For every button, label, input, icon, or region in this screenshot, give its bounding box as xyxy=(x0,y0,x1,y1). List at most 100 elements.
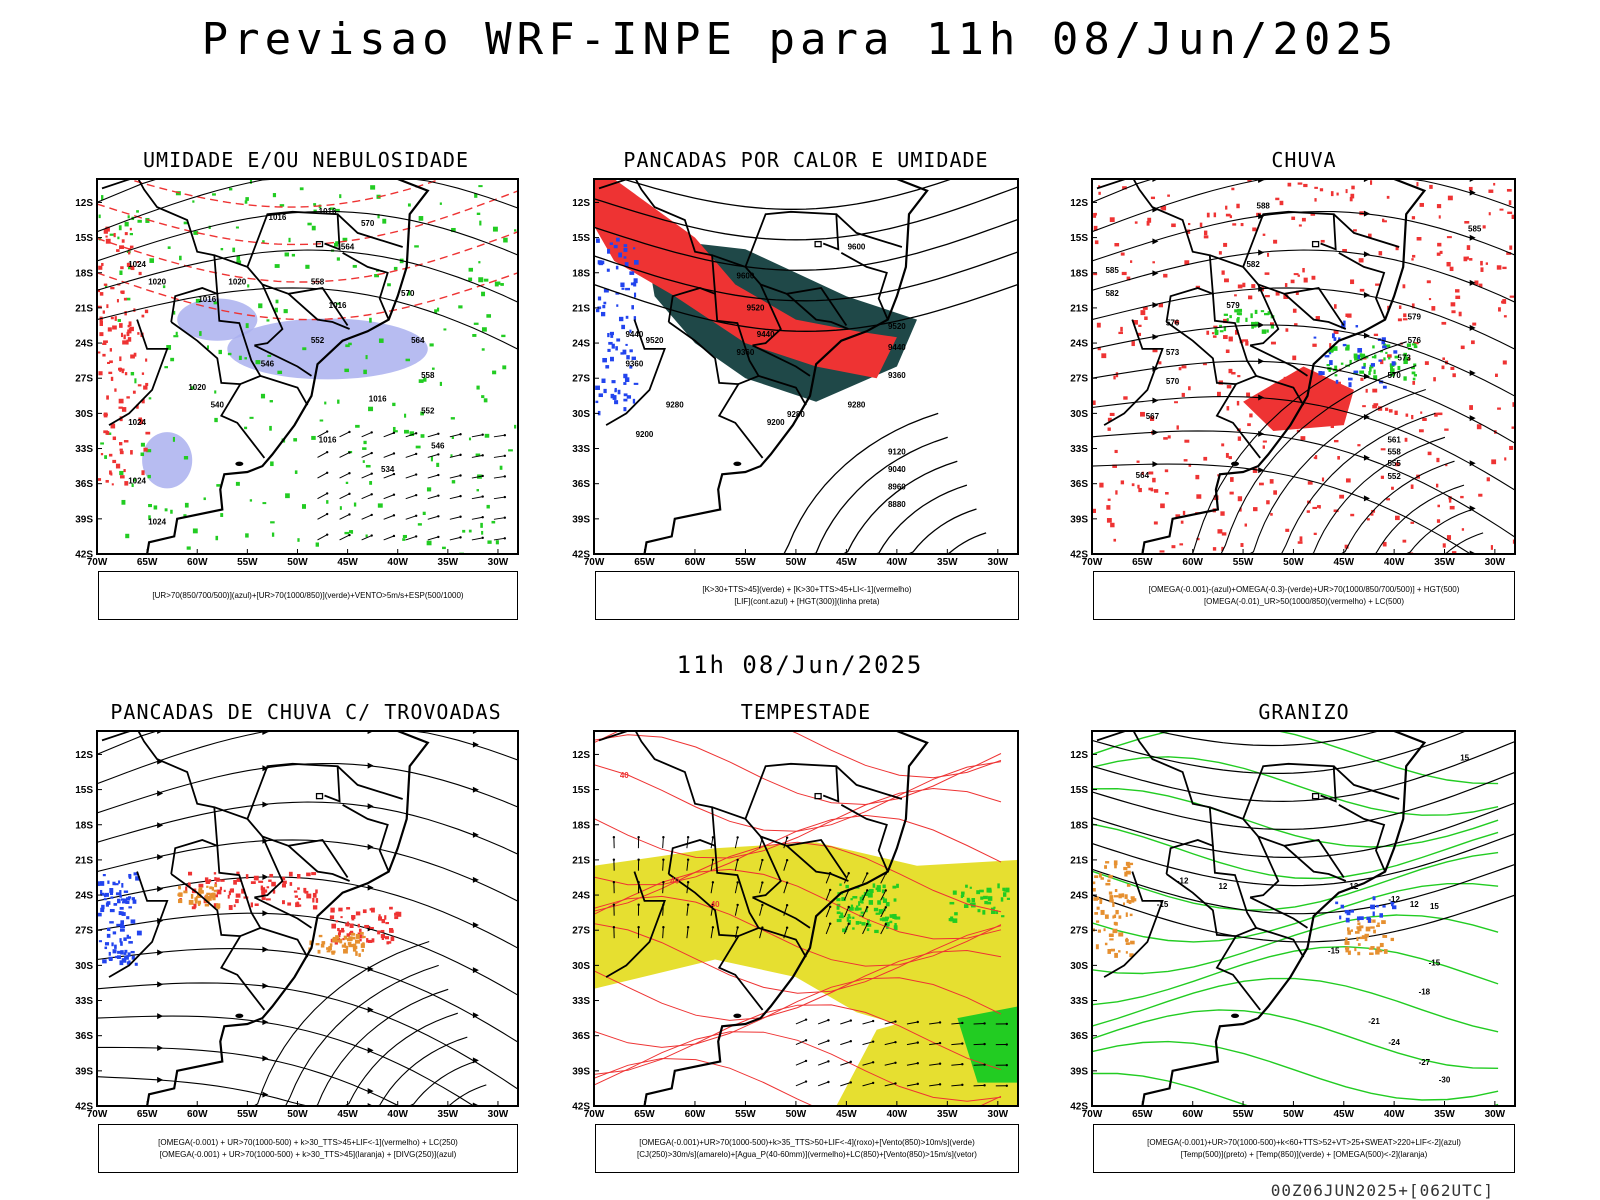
divergence-area xyxy=(127,896,132,899)
vector-head xyxy=(849,1060,852,1064)
rain-area xyxy=(1140,411,1145,417)
humidity-low-speck xyxy=(179,255,182,261)
humidity-low-speck xyxy=(245,533,249,538)
state-border xyxy=(1333,765,1400,800)
contour-label: 1020 xyxy=(228,277,246,286)
rain-area xyxy=(1439,250,1443,254)
lon-tick-label: 35W xyxy=(438,1109,459,1120)
coastline-east xyxy=(1141,179,1427,554)
wind-850-area xyxy=(859,896,865,901)
rain-area xyxy=(1206,330,1210,335)
humidity-low-speck xyxy=(167,246,171,249)
rain-area xyxy=(1512,539,1515,544)
rain-area xyxy=(1442,543,1446,548)
streamline-arrow xyxy=(1469,460,1476,467)
thickness-speck xyxy=(109,470,112,475)
vector-head xyxy=(847,872,850,875)
humidity-low-speck xyxy=(378,338,384,343)
humidity-low-speck xyxy=(393,430,398,433)
contour-label: 9280 xyxy=(848,401,866,410)
temp-500-contour xyxy=(1092,771,1515,831)
vector-head xyxy=(827,1039,830,1042)
thunderstorm-area xyxy=(265,898,271,901)
map-frame xyxy=(593,178,1019,555)
rain-strong-area xyxy=(1383,343,1386,346)
wind-vector xyxy=(662,859,664,871)
lifted-index-contour xyxy=(605,365,610,369)
contour-label: 9360 xyxy=(625,360,643,369)
height-contour xyxy=(594,251,1018,302)
divergence-area xyxy=(106,927,111,932)
rain-area xyxy=(1306,510,1310,513)
contour-label: 558 xyxy=(311,277,325,286)
divergence-area xyxy=(97,881,100,887)
rain-area xyxy=(1188,222,1191,226)
wind-vector xyxy=(843,873,850,884)
vector-head xyxy=(736,881,739,884)
contour-label: 561 xyxy=(1387,436,1401,445)
lifted-index-contour xyxy=(614,389,617,393)
omega-area xyxy=(1108,933,1114,937)
contour-label: 8880 xyxy=(888,500,906,509)
wind-850-area xyxy=(948,918,954,922)
contour-label: 9200 xyxy=(636,430,654,439)
rain-area xyxy=(1342,248,1347,253)
lifted-index-contour xyxy=(633,292,637,298)
lat-tick-label: 18S xyxy=(75,268,93,279)
contour-label: 9280 xyxy=(787,410,805,419)
state-border xyxy=(1255,927,1305,958)
humidity-low-speck xyxy=(508,449,513,452)
humidity-low-speck xyxy=(404,429,409,434)
rain-strong-area xyxy=(1353,353,1358,359)
rain-area xyxy=(1434,412,1438,417)
omega-area xyxy=(1123,866,1128,871)
omega-area xyxy=(1356,936,1359,941)
lon-tick-label: 40W xyxy=(387,557,408,568)
thunderstorm-area xyxy=(390,936,395,942)
temp-500-contour xyxy=(1092,731,1468,775)
streamline-arrow xyxy=(1152,302,1159,309)
rain-area xyxy=(1228,336,1233,342)
humidity-low-speck xyxy=(104,455,108,459)
shower-area xyxy=(318,934,323,938)
divergence-area xyxy=(123,952,127,955)
rain-strong-area xyxy=(1371,356,1377,359)
lagoon-mark xyxy=(733,461,742,466)
humidity-low-speck xyxy=(335,302,341,305)
lon-tick-label: 45W xyxy=(1334,1109,1355,1120)
rain-area xyxy=(1498,307,1501,312)
divergence-area xyxy=(104,892,109,897)
divergence-area xyxy=(112,881,116,886)
wind-850-area xyxy=(850,904,854,908)
vector-head xyxy=(894,1040,897,1044)
rain-area xyxy=(1107,417,1112,422)
divergence-area xyxy=(110,896,114,899)
state-border xyxy=(287,845,350,882)
wind-vector xyxy=(449,475,461,479)
rain-area xyxy=(1098,191,1101,195)
thunderstorm-area xyxy=(235,899,239,904)
hail-area xyxy=(1339,915,1342,920)
humidity-low-speck xyxy=(369,317,372,323)
rain-area xyxy=(1146,221,1150,226)
rain-area xyxy=(1240,543,1244,547)
lagoon-mark xyxy=(733,1013,742,1018)
contour-label: 576 xyxy=(1408,336,1422,345)
map-frame xyxy=(593,730,1019,1107)
rain-area xyxy=(1115,372,1119,378)
lifted-index-contour xyxy=(625,287,630,291)
rain-area xyxy=(1093,272,1098,276)
thickness-speck xyxy=(99,292,104,296)
humidity-low-speck xyxy=(255,360,261,365)
humidity-low-speck xyxy=(133,478,137,482)
streamline xyxy=(1092,360,1515,444)
humidity-low-speck xyxy=(344,531,350,535)
wind-850-area xyxy=(861,894,865,898)
wind-vector xyxy=(929,1042,941,1046)
rain-area xyxy=(1373,403,1379,406)
streamline-arrow xyxy=(472,786,479,793)
wind-850-area xyxy=(960,895,964,899)
humidity-low-speck xyxy=(473,322,479,325)
thickness-speck xyxy=(124,372,128,376)
humidity-low-speck xyxy=(476,385,480,390)
